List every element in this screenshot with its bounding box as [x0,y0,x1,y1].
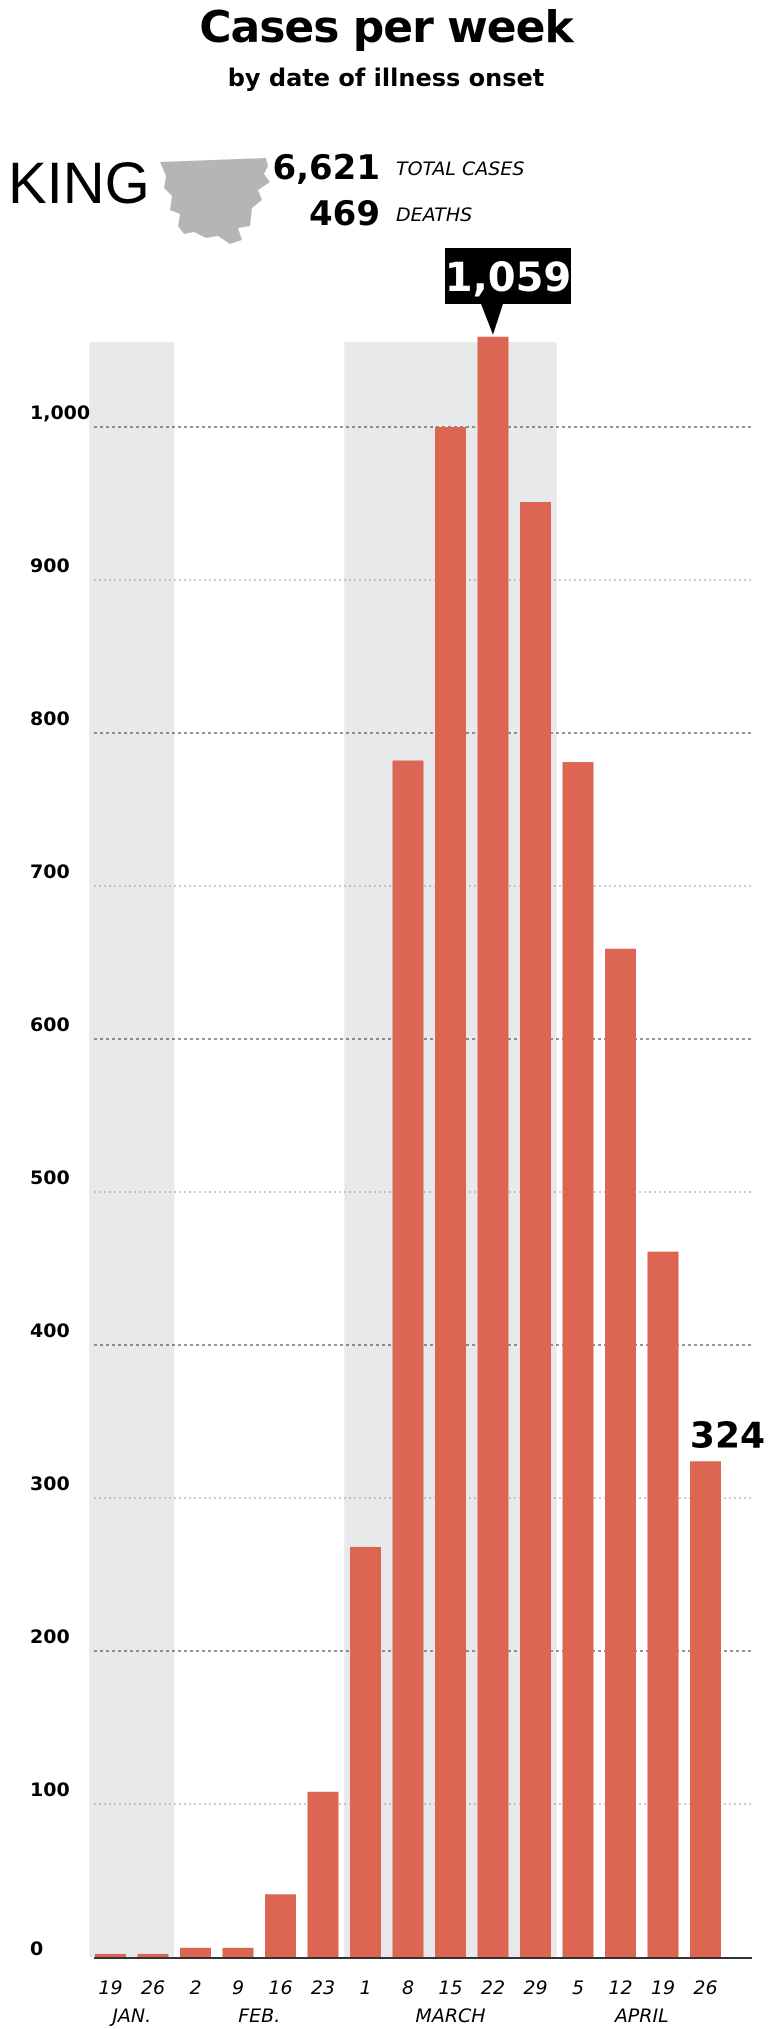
y-tick-label: 700 [30,861,70,883]
bar-5 [307,1791,339,1957]
bar-9 [477,336,509,1958]
y-tick-label: 1,000 [30,402,90,424]
y-tick-label: 200 [30,1626,70,1648]
x-tick-label: 1 [359,1977,371,1999]
bar-0 [95,1953,126,1957]
county-name: KING [8,151,150,216]
y-tick-label: 800 [30,708,70,730]
y-tick-label: 500 [30,1167,70,1189]
bar-6 [350,1546,381,1957]
county-map-icon [160,158,270,244]
bar-4 [265,1894,296,1957]
bar-14 [690,1461,721,1957]
x-tick-label: 29 [523,1977,547,1999]
bar-12 [605,948,636,1957]
shaded-band-0 [89,342,175,1957]
bar-7 [392,760,424,1957]
x-tick-label: 15 [438,1977,462,1999]
x-tick-label: 19 [651,1977,675,1999]
y-tick-label: 400 [30,1320,70,1342]
month-label: APRIL [613,2005,669,2027]
month-label: FEB. [238,2005,280,2027]
chart-title: Cases per week [199,2,573,53]
deaths-label: DEATHS [396,204,473,226]
x-tick-label: 26 [693,1977,717,1999]
bar-1 [137,1953,169,1957]
x-tick-label: 12 [608,1977,632,1999]
bar-10 [520,501,551,1958]
last-value-label: 324 [690,1415,765,1456]
peak-callout-label: 1,059 [445,255,572,301]
x-tick-label: 2 [189,1977,201,1999]
deaths-value: 469 [309,194,380,234]
month-label: MARCH [415,2005,485,2027]
x-tick-label: 16 [268,1977,292,1999]
y-tick-label: 0 [30,1938,43,1960]
x-tick-label: 5 [572,1977,584,1999]
month-label: JAN. [108,2005,151,2027]
y-tick-label: 900 [30,555,70,577]
bar-2 [180,1947,211,1957]
y-tick-label: 300 [30,1473,70,1495]
x-tick-label: 9 [232,1977,244,1999]
x-tick-label: 26 [141,1977,165,1999]
x-tick-label: 19 [98,1977,122,1999]
x-tick-label: 22 [481,1977,505,1999]
bar-11 [562,762,594,1957]
x-tick-label: 23 [311,1977,335,1999]
bar-3 [222,1947,254,1957]
peak-callout-box [445,248,571,335]
total-cases-value: 6,621 [272,148,380,188]
chart-subtitle: by date of illness onset [227,64,545,92]
total-cases-label: TOTAL CASES [396,158,525,180]
x-tick-label: 8 [402,1977,414,1999]
y-tick-label: 600 [30,1014,70,1036]
bar-13 [647,1251,679,1957]
bar-8 [435,427,466,1957]
y-tick-label: 100 [30,1779,70,1801]
